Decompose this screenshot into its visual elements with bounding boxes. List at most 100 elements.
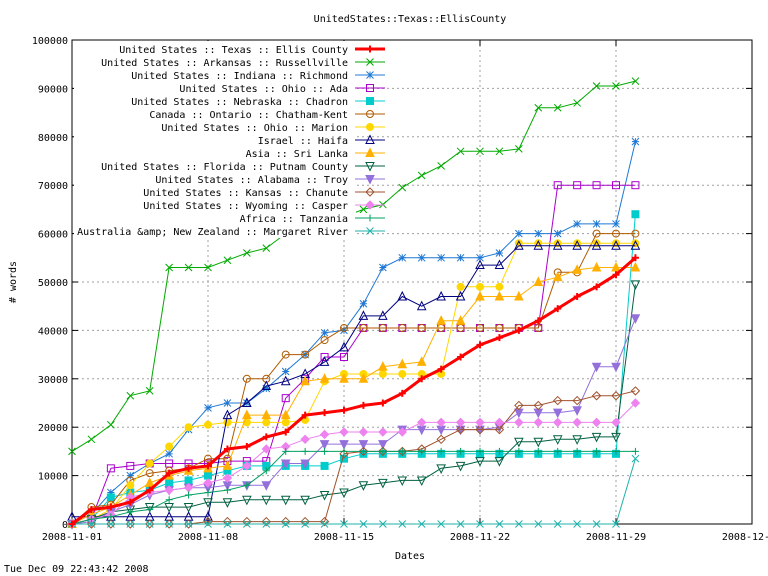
legend-item: Asia :: Sri Lanka — [246, 147, 385, 160]
x-tick-label: 2008-11-29 — [586, 532, 646, 543]
data-point — [455, 315, 466, 325]
data-point — [553, 181, 562, 190]
data-point — [280, 409, 291, 420]
data-point — [243, 443, 251, 451]
series-2 — [68, 137, 640, 528]
data-point — [631, 181, 640, 190]
data-point — [378, 323, 387, 332]
data-point — [379, 520, 387, 528]
data-point — [553, 417, 563, 428]
legend-item: Israel :: Haifa — [258, 134, 385, 147]
data-point — [631, 254, 639, 262]
data-point — [320, 328, 329, 337]
data-point — [630, 314, 641, 324]
data-point — [592, 82, 601, 90]
data-point — [87, 505, 95, 513]
data-point — [437, 253, 445, 262]
y-tick-label: 30000 — [38, 375, 68, 386]
data-point — [358, 440, 369, 450]
data-point — [319, 429, 330, 440]
legend-item: United States :: Florida :: Putnam Count… — [101, 162, 385, 173]
data-point — [107, 520, 115, 528]
data-point — [281, 418, 290, 427]
data-point — [416, 300, 427, 311]
data-point — [146, 505, 154, 513]
data-point — [612, 181, 620, 190]
data-point — [164, 503, 174, 513]
data-point — [282, 447, 290, 455]
data-point — [321, 409, 329, 417]
data-point — [495, 447, 503, 455]
data-point — [495, 334, 503, 342]
data-point — [553, 395, 563, 406]
data-point — [495, 323, 504, 332]
data-point — [261, 481, 272, 491]
legend-label: Australia &amp; New Zealand :: Margaret … — [77, 227, 348, 238]
data-point — [437, 161, 445, 170]
data-point — [281, 516, 291, 527]
data-point — [262, 467, 270, 475]
data-point — [572, 264, 582, 274]
data-point — [572, 417, 582, 428]
data-point — [86, 519, 97, 529]
data-point — [164, 519, 174, 529]
x-axis-label: Dates — [395, 551, 425, 562]
data-point — [281, 350, 290, 359]
data-point — [281, 394, 290, 403]
data-point — [359, 401, 367, 409]
axes: 0 10000 20000 30000 40000 50000 60000 70000 8000… — [32, 36, 768, 543]
data-point — [340, 323, 348, 332]
data-point — [339, 373, 349, 383]
data-point — [593, 447, 601, 455]
legend-item: United States :: Alabama :: Troy — [155, 175, 385, 186]
data-point — [416, 476, 427, 487]
data-point — [222, 473, 233, 483]
data-point — [534, 323, 543, 332]
data-point — [203, 478, 213, 488]
data-point — [417, 417, 427, 428]
legend-label: Canada :: Ontario :: Chatham-Kent — [149, 110, 348, 121]
data-point — [436, 315, 446, 325]
data-point — [204, 420, 212, 429]
data-point — [68, 520, 76, 528]
data-point — [223, 256, 232, 265]
data-point — [243, 481, 251, 489]
data-point — [494, 417, 505, 428]
legend-item: United States :: Ohio :: Marion — [161, 123, 385, 134]
data-point — [184, 520, 193, 528]
data-point — [146, 486, 154, 494]
data-point — [476, 282, 484, 291]
data-point — [612, 82, 620, 90]
data-point — [533, 240, 544, 250]
series-line — [71, 214, 636, 525]
data-point — [572, 406, 582, 416]
data-point — [572, 240, 582, 250]
data-point — [494, 424, 505, 435]
data-point — [495, 147, 504, 156]
data-point — [533, 400, 543, 411]
data-point — [261, 380, 272, 391]
legend-item: Africa :: Tanzania — [240, 214, 385, 225]
y-tick-label: 10000 — [38, 472, 68, 483]
data-point — [145, 387, 154, 395]
data-point — [358, 481, 369, 491]
data-point — [365, 200, 375, 210]
data-point — [262, 433, 270, 441]
data-point — [630, 386, 641, 396]
data-point — [359, 323, 368, 332]
data-point — [242, 516, 252, 527]
data-point — [126, 508, 134, 516]
data-point — [573, 293, 581, 301]
data-point — [416, 425, 427, 436]
data-point — [572, 395, 582, 406]
data-point — [107, 488, 115, 497]
data-point — [280, 459, 291, 470]
data-point — [398, 253, 407, 262]
data-point — [631, 137, 640, 146]
data-point — [68, 447, 76, 456]
data-point — [515, 326, 523, 334]
data-point — [534, 317, 542, 325]
data-point — [378, 310, 388, 320]
data-point — [242, 397, 252, 407]
